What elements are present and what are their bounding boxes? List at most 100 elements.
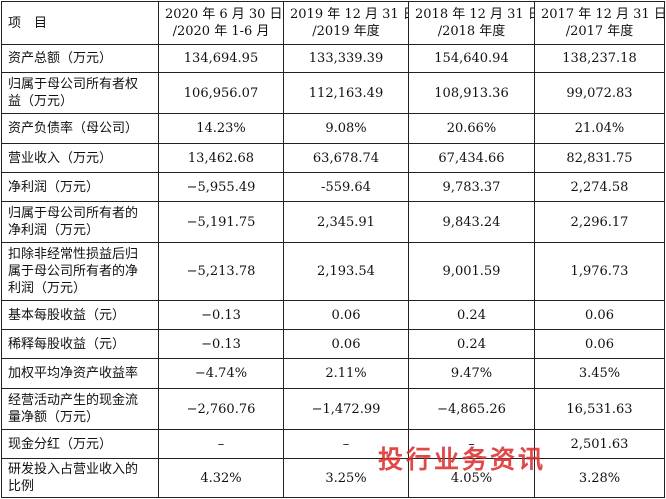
value-cell: 0.06 <box>534 300 665 330</box>
cell-text: 归属于母公司所有者的 <box>8 206 139 221</box>
value-cell: -559.64 <box>283 172 409 202</box>
cell-text: 益（万元） <box>8 94 74 109</box>
value-cell: 0.24 <box>408 329 535 359</box>
value-cell: 63,678.74 <box>283 143 409 173</box>
value-cell: 133,339.39 <box>283 44 409 73</box>
cell-text: 0.06 <box>331 336 361 352</box>
cell-text: 14.23% <box>196 121 246 136</box>
cell-text: 稀释每股收益（元） <box>8 336 126 352</box>
cell-text: 4.05% <box>450 470 493 486</box>
cell-text: 133,339.39 <box>308 51 384 66</box>
cell-text: 9.47% <box>450 366 493 381</box>
cell-text: 2,345.91 <box>317 214 375 230</box>
value-cell: −2,760.76 <box>158 388 284 430</box>
cell-text: −5,191.75 <box>186 214 256 230</box>
value-cell: 0.24 <box>408 300 535 330</box>
value-cell: −4.74% <box>158 358 284 389</box>
value-cell: 112,163.49 <box>283 72 409 114</box>
value-cell: 154,640.94 <box>408 44 535 73</box>
cell-text: −2,760.76 <box>186 401 256 417</box>
cell-text: −5,213.78 <box>186 264 256 279</box>
data-row: 基本每股收益（元） −0.13 0.06 0.24 0.06 <box>1 300 665 330</box>
row-label: 资产总额（万元） <box>1 44 159 73</box>
cell-text: 154,640.94 <box>434 51 509 66</box>
cell-text: – <box>342 436 350 452</box>
value-cell: 0.06 <box>283 329 409 359</box>
data-row: 资产总额（万元） 134,694.95 133,339.39 154,640.94 13… <box>1 44 665 73</box>
cell-text: 2,501.63 <box>570 436 629 452</box>
row-label: 加权平均净资产收益率 <box>1 358 159 389</box>
data-row: 营业收入（万元） 13,462.68 63,678.74 67,434.66 82,83… <box>1 143 665 173</box>
value-cell: 3.45% <box>534 358 665 389</box>
header-row: 项 目 2020 年 6 月 30 日/2020 年 1-6 月 2019 年 12… <box>1 1 665 45</box>
cell-text: 2,296.17 <box>570 214 629 230</box>
value-cell: −1,472.99 <box>283 388 409 430</box>
row-label: 归属于母公司所有者的 净利润（万元） <box>1 201 159 243</box>
value-cell: 2,274.58 <box>534 172 665 202</box>
cell-text: 108,913.36 <box>434 85 509 101</box>
cell-text: 67,434.66 <box>438 150 505 166</box>
value-cell: 13,462.68 <box>158 143 284 173</box>
cell-text: 2,274.58 <box>570 179 629 195</box>
cell-text: 经营活动产生的现金流 <box>8 393 139 408</box>
value-cell: 16,531.63 <box>534 388 665 430</box>
data-row: 资产负债率（母公司） 14.23% 9.08% 20.66% 21.04% <box>1 113 665 144</box>
cell-text: 0.24 <box>457 307 486 323</box>
cell-text: 量净额（万元） <box>8 410 100 425</box>
cell-text: -559.64 <box>321 179 371 195</box>
cell-text: 0.06 <box>331 307 361 323</box>
value-cell: 0.06 <box>534 329 665 359</box>
cell-text: 106,956.07 <box>183 85 259 101</box>
cell-text: −4.74% <box>194 366 248 381</box>
cell-text: −5,955.49 <box>186 179 256 195</box>
row-label: 净利润（万元） <box>1 172 159 202</box>
cell-text: 2019 年 12 月 31 日 <box>290 7 409 22</box>
value-cell: 4.05% <box>408 458 535 498</box>
cell-text: 净利润（万元） <box>8 179 100 195</box>
cell-text: 1,976.73 <box>570 264 629 279</box>
value-cell: 3.25% <box>283 458 409 498</box>
cell-text: 21.04% <box>574 121 625 136</box>
watermark: 投行业务资讯 <box>378 445 547 474</box>
cell-text: 3.28% <box>578 470 621 486</box>
data-row: 研发投入占营业收入的 比例 4.32% 3.25% 4.05% 3.28% <box>1 458 665 498</box>
cell-text: 净利润（万元） <box>8 223 100 238</box>
cell-text: 2.11% <box>325 366 367 381</box>
row-label: 营业收入（万元） <box>1 143 159 173</box>
cell-text: 4.32% <box>200 470 242 486</box>
cell-text: – <box>217 436 225 452</box>
data-row: 现金分红（万元） – – – 2,501.63 <box>1 429 665 459</box>
cell-text: 0.06 <box>585 307 614 323</box>
value-cell: 2,193.54 <box>283 242 409 301</box>
cell-text: 20.66% <box>446 121 497 136</box>
value-cell: 20.66% <box>408 113 535 144</box>
cell-text: 2,193.54 <box>317 264 375 279</box>
data-row: 稀释每股收益（元） −0.13 0.06 0.24 0.06 <box>1 329 665 359</box>
cell-text: – <box>468 436 475 452</box>
cell-text: 属于母公司所有者的净 <box>8 264 139 279</box>
value-cell: 4.32% <box>158 458 284 498</box>
cell-text: 0.24 <box>457 336 486 352</box>
cell-text: 0.06 <box>585 336 614 352</box>
row-label: 资产负债率（母公司） <box>1 113 159 144</box>
value-cell: 106,956.07 <box>158 72 284 114</box>
value-cell: 1,976.73 <box>534 242 665 301</box>
cell-text: 134,694.95 <box>183 51 259 66</box>
cell-text: 3.25% <box>325 470 367 486</box>
value-cell: 9,001.59 <box>408 242 535 301</box>
cell-text: 2020 年 6 月 30 日 <box>165 7 283 22</box>
header-cell: 2020 年 6 月 30 日/2020 年 1-6 月 <box>158 1 284 45</box>
cell-text: /2020 年 1-6 月 <box>172 24 270 39</box>
cell-text: 63,678.74 <box>312 150 380 166</box>
value-cell: −5,213.78 <box>158 242 284 301</box>
cell-text: 138,237.18 <box>562 51 637 66</box>
row-label: 稀释每股收益（元） <box>1 329 159 359</box>
row-label: 现金分红（万元） <box>1 429 159 459</box>
cell-text: −0.13 <box>201 307 241 323</box>
value-cell: 67,434.66 <box>408 143 535 173</box>
cell-text: 9.08% <box>325 121 367 136</box>
cell-text: 利润（万元） <box>8 281 87 296</box>
row-label: 归属于母公司所有者权 益（万元） <box>1 72 159 114</box>
cell-text: 9,843.24 <box>442 214 501 230</box>
